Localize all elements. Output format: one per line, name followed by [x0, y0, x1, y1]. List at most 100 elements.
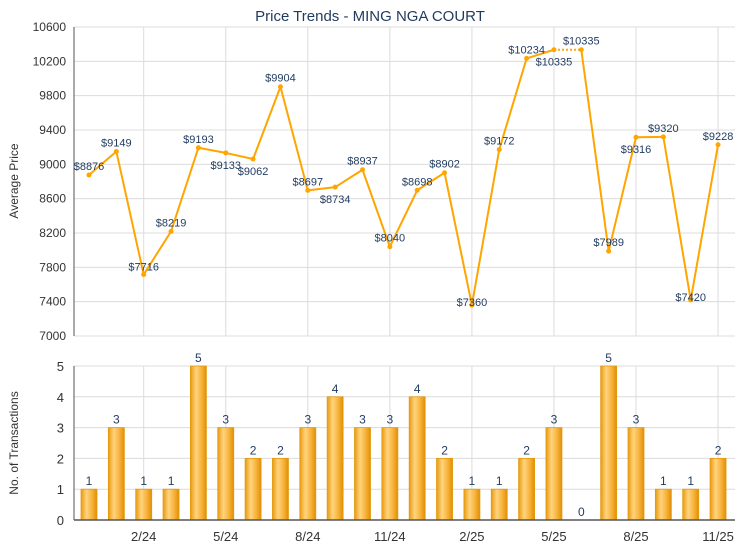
x-tick-label: 2/25	[459, 529, 484, 544]
transaction-data-label: 3	[387, 413, 394, 427]
price-point	[360, 167, 365, 172]
price-data-label: $7420	[675, 292, 706, 304]
price-data-label: $8697	[293, 176, 324, 188]
price-y-axis-label: Average Price	[7, 143, 21, 218]
price-line-segment	[663, 137, 690, 300]
transaction-data-label: 4	[332, 382, 339, 396]
transactions-y-tick-label: 5	[57, 359, 64, 374]
transaction-data-label: 3	[551, 413, 558, 427]
transaction-data-label: 5	[605, 351, 612, 365]
x-tick-label: 8/24	[295, 529, 320, 544]
transaction-bar	[108, 428, 124, 520]
transaction-data-label: 1	[168, 474, 175, 488]
price-point	[169, 229, 174, 234]
transaction-bar	[382, 428, 398, 520]
price-point	[415, 188, 420, 193]
transaction-data-label: 2	[441, 443, 448, 457]
x-tick-label: 8/25	[623, 529, 648, 544]
price-line-segment	[691, 145, 718, 300]
transaction-bar	[409, 397, 425, 520]
price-data-label: $8902	[429, 159, 460, 171]
price-line-segment	[280, 87, 307, 191]
transactions-y-tick-label: 1	[57, 482, 64, 497]
transaction-bar	[218, 428, 234, 520]
price-plot: 7000740078008200860090009400980010200106…	[33, 20, 735, 343]
transaction-data-label: 1	[140, 474, 147, 488]
price-data-label: $10335	[536, 57, 573, 69]
price-data-label: $8937	[347, 156, 378, 168]
transaction-bar	[81, 489, 97, 520]
transaction-bar	[355, 428, 371, 520]
transaction-bar	[519, 458, 535, 520]
price-data-label: $9320	[648, 123, 679, 135]
price-data-label: $10335	[563, 36, 600, 48]
price-point	[442, 170, 447, 175]
price-data-label: $9172	[484, 136, 515, 148]
price-point	[278, 84, 283, 89]
price-data-label: $8698	[402, 176, 433, 188]
price-y-tick-label: 10200	[33, 54, 67, 68]
x-tick-label: 5/24	[213, 529, 238, 544]
price-point	[606, 249, 611, 254]
transaction-data-label: 3	[359, 413, 366, 427]
price-data-label: $7989	[593, 237, 624, 249]
price-line-segment	[445, 173, 472, 305]
price-y-tick-label: 8200	[39, 226, 66, 240]
x-tick-label: 11/25	[702, 529, 734, 544]
transaction-data-label: 4	[414, 382, 421, 396]
price-point	[634, 135, 639, 140]
chart-title: Price Trends - MING NGA COURT	[255, 8, 485, 25]
price-y-tick-label: 10600	[33, 20, 67, 34]
transaction-data-label: 2	[715, 443, 722, 457]
transactions-y-tick-label: 4	[57, 390, 64, 405]
price-point	[251, 157, 256, 162]
transaction-bar	[491, 489, 507, 520]
price-y-tick-label: 7000	[39, 329, 66, 343]
transaction-bar	[245, 458, 261, 520]
price-line-segment	[253, 87, 280, 159]
transaction-bar	[683, 489, 699, 520]
transactions-y-tick-label: 3	[57, 421, 64, 436]
price-data-label: $9904	[265, 73, 296, 85]
price-data-label: $7716	[128, 262, 159, 274]
transaction-data-label: 2	[250, 443, 257, 457]
price-point	[305, 188, 310, 193]
transaction-bar	[546, 428, 562, 520]
transaction-data-label: 1	[660, 474, 667, 488]
price-data-label: $7360	[457, 297, 488, 309]
transaction-data-label: 3	[304, 413, 311, 427]
transaction-data-label: 5	[195, 351, 202, 365]
price-y-tick-label: 7800	[39, 260, 66, 274]
price-point	[716, 142, 721, 147]
price-point	[196, 145, 201, 150]
transaction-bar	[136, 489, 152, 520]
transaction-data-label: 3	[222, 413, 229, 427]
price-data-label: $8040	[375, 233, 406, 245]
price-data-label: $8876	[74, 161, 105, 173]
price-point	[333, 185, 338, 190]
price-y-tick-label: 9800	[39, 89, 66, 103]
transaction-bar	[300, 428, 316, 520]
price-data-label: $9149	[101, 138, 132, 150]
transaction-bar	[464, 489, 480, 520]
price-line-segment	[116, 152, 143, 275]
transactions-y-tick-label: 0	[57, 513, 64, 528]
transaction-bar	[655, 489, 671, 520]
price-point	[661, 134, 666, 139]
transaction-bar	[190, 366, 206, 520]
price-point	[551, 47, 556, 52]
price-line-segment	[226, 153, 253, 159]
transaction-bar	[163, 489, 179, 520]
price-data-label: $9228	[703, 131, 734, 143]
transaction-data-label: 3	[633, 413, 640, 427]
price-line-segment	[335, 170, 362, 187]
price-line-segment	[472, 150, 499, 306]
price-y-tick-label: 9000	[39, 157, 66, 171]
x-tick-label: 11/24	[374, 529, 406, 544]
price-data-label: $9062	[238, 166, 269, 178]
transaction-data-label: 1	[86, 474, 93, 488]
transaction-data-label: 1	[469, 474, 476, 488]
price-data-label: $8734	[320, 194, 351, 206]
price-line-segment	[198, 148, 225, 153]
